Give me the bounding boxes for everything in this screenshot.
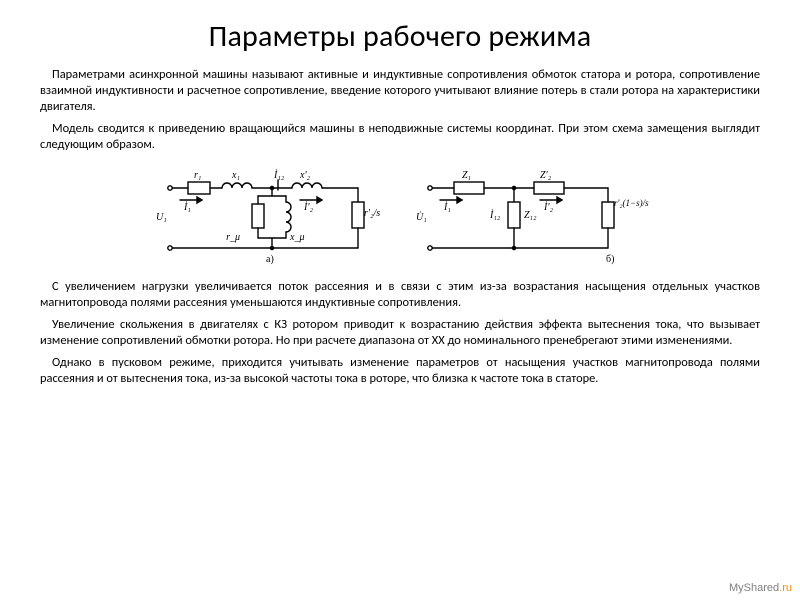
watermark: MyShared.ru <box>729 582 792 594</box>
paragraph-4: Увеличение скольжения в двигателях с КЗ … <box>40 317 760 349</box>
watermark-suffix: .ru <box>779 582 792 594</box>
lbl-I1b: İ₁ <box>443 201 451 213</box>
paragraph-3: С увеличением нагрузки увеличивается пот… <box>40 279 760 311</box>
lbl-I2pb: İ'₂ <box>543 201 553 213</box>
lbl-I12b: İ₁₂ <box>489 209 501 221</box>
lbl-U1b: U̇₁ <box>416 212 427 224</box>
lbl-U1: U₁ <box>156 212 167 223</box>
paragraph-5: Однако в пусковом режиме, приходится учи… <box>40 355 760 387</box>
watermark-text: MyShared <box>729 582 779 594</box>
circuit-diagram: r₁ x₁ x'₂ U₁ İ₁ İ₁₂ İ'₂ r_μ x_μ r'₂/s а)… <box>40 158 760 273</box>
lbl-caption-a: а) <box>266 254 274 265</box>
paragraph-2: Модель сводится к приведению вращающийся… <box>40 121 760 153</box>
lbl-Z1: Z₁ <box>462 170 471 181</box>
lbl-x1: x₁ <box>231 170 240 181</box>
lbl-caption-b: б) <box>606 254 614 265</box>
lbl-I2p: İ'₂ <box>303 201 313 213</box>
lbl-x2p: x'₂ <box>299 170 311 181</box>
lbl-xmu: x_μ <box>289 232 304 243</box>
lbl-Z2p: Z'₂ <box>540 170 552 181</box>
lbl-rmu: r_μ <box>226 232 240 243</box>
paragraph-1: Параметрами асинхронной машины называют … <box>40 67 760 115</box>
lbl-I12: İ₁₂ <box>273 169 285 181</box>
lbl-r2sb: r'₂(1−s)/s <box>614 198 649 208</box>
slide: Параметры рабочего режима Параметрами ас… <box>0 0 800 600</box>
lbl-r1: r₁ <box>194 170 201 181</box>
lbl-I1: İ₁ <box>183 201 191 213</box>
lbl-Z12: Z₁₂ <box>524 210 537 221</box>
lbl-r2s: r'₂/s <box>364 208 380 219</box>
page-title: Параметры рабочего режима <box>40 18 760 55</box>
